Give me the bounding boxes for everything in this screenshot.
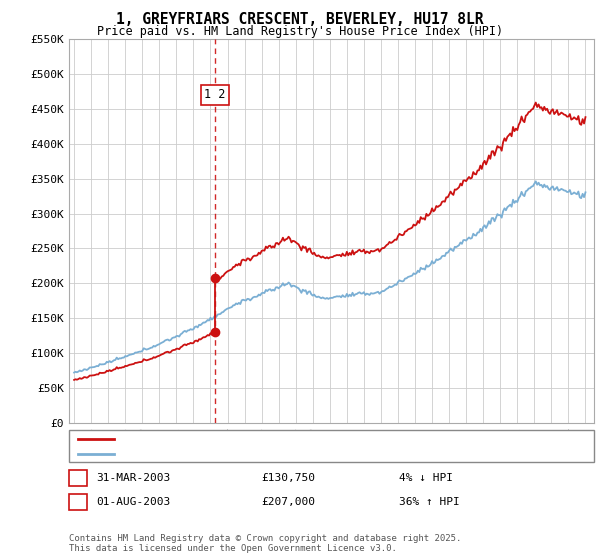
- Text: 31-MAR-2003: 31-MAR-2003: [96, 473, 170, 483]
- Text: 4% ↓ HPI: 4% ↓ HPI: [399, 473, 453, 483]
- Text: HPI: Average price, detached house, East Riding of Yorkshire: HPI: Average price, detached house, East…: [120, 449, 473, 459]
- Text: 01-AUG-2003: 01-AUG-2003: [96, 497, 170, 507]
- Text: £130,750: £130,750: [261, 473, 315, 483]
- Text: Contains HM Land Registry data © Crown copyright and database right 2025.
This d: Contains HM Land Registry data © Crown c…: [69, 534, 461, 553]
- Text: Price paid vs. HM Land Registry's House Price Index (HPI): Price paid vs. HM Land Registry's House …: [97, 25, 503, 38]
- Text: 1: 1: [74, 472, 82, 485]
- Text: 1 2: 1 2: [204, 88, 226, 101]
- Text: 36% ↑ HPI: 36% ↑ HPI: [399, 497, 460, 507]
- Text: 2: 2: [74, 495, 82, 508]
- Text: 1, GREYFRIARS CRESCENT, BEVERLEY, HU17 8LR (detached house): 1, GREYFRIARS CRESCENT, BEVERLEY, HU17 8…: [120, 434, 467, 444]
- Text: 1, GREYFRIARS CRESCENT, BEVERLEY, HU17 8LR: 1, GREYFRIARS CRESCENT, BEVERLEY, HU17 8…: [116, 12, 484, 27]
- Text: £207,000: £207,000: [261, 497, 315, 507]
